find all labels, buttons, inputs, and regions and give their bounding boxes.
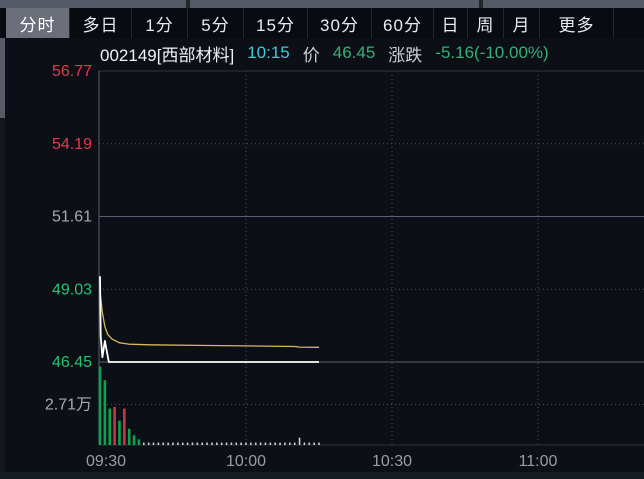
volume-bar bbox=[143, 442, 145, 445]
volume-bar bbox=[220, 442, 223, 445]
volume-bar bbox=[284, 442, 286, 445]
change-value: -5.16(-10.00%) bbox=[435, 43, 549, 62]
volume-bar bbox=[235, 442, 238, 445]
tab-more[interactable]: 更多 bbox=[540, 8, 614, 38]
quote-time: 10:15 bbox=[247, 43, 290, 62]
y-axis-label: 46.45 bbox=[52, 354, 92, 371]
volume-bar bbox=[118, 420, 121, 445]
left-scrollbar[interactable] bbox=[0, 38, 5, 479]
volume-bar bbox=[211, 442, 213, 445]
tab-30min[interactable]: 30分 bbox=[308, 8, 372, 38]
volume-bar bbox=[152, 442, 155, 445]
volume-bar bbox=[216, 442, 218, 445]
tab-week[interactable]: 周 bbox=[468, 8, 504, 38]
volume-bar bbox=[318, 442, 320, 445]
top-strip-notch bbox=[186, 0, 190, 8]
x-axis-label: 09:30 bbox=[86, 453, 126, 470]
volume-bar bbox=[264, 442, 267, 445]
volume-bar bbox=[201, 442, 204, 445]
volume-bar bbox=[279, 442, 281, 445]
volume-bar bbox=[181, 442, 184, 445]
y-axis-label: 49.03 bbox=[52, 281, 92, 298]
stock-symbol: 002149[西部材料] bbox=[100, 45, 235, 65]
volume-bar bbox=[298, 437, 301, 445]
volume-bar bbox=[303, 442, 306, 445]
volume-bar bbox=[206, 442, 208, 445]
x-axis-label: 10:00 bbox=[226, 453, 266, 470]
tab-15min[interactable]: 15分 bbox=[244, 8, 308, 38]
volume-bar bbox=[108, 408, 112, 445]
volume-bar bbox=[230, 442, 233, 445]
volume-axis-label: 2.71万 bbox=[45, 397, 92, 414]
tab-day[interactable]: 日 bbox=[434, 8, 468, 38]
y-axis-label: 54.19 bbox=[52, 136, 92, 153]
volume-bar bbox=[196, 442, 199, 445]
volume-bar bbox=[127, 428, 131, 445]
volume-bar bbox=[274, 442, 277, 445]
volume-bar bbox=[157, 442, 160, 445]
volume-bar bbox=[308, 442, 311, 445]
avg-price-line bbox=[99, 291, 320, 348]
x-axis-label: 11:00 bbox=[519, 453, 558, 470]
price-value: 46.45 bbox=[332, 43, 376, 62]
volume-bar bbox=[147, 442, 150, 445]
price-line bbox=[99, 276, 319, 363]
y-axis-label: 56.77 bbox=[52, 63, 92, 80]
volume-bar bbox=[167, 442, 169, 445]
volume-bar bbox=[225, 442, 228, 445]
y-axis-label: 51.61 bbox=[52, 209, 92, 226]
volume-bar bbox=[162, 442, 165, 445]
volume-bar bbox=[250, 442, 252, 445]
volume-bar bbox=[177, 442, 179, 445]
volume-bar bbox=[293, 442, 296, 445]
volume-bar bbox=[98, 366, 102, 445]
top-strip-notch bbox=[479, 0, 483, 8]
left-scrollbar-thumb[interactable] bbox=[0, 38, 5, 118]
volume-bar bbox=[103, 380, 107, 445]
volume-bar bbox=[313, 442, 315, 445]
volume-bar bbox=[240, 442, 242, 445]
volume-bar bbox=[289, 442, 291, 445]
volume-bar bbox=[269, 442, 272, 445]
x-axis-label: 10:30 bbox=[372, 453, 412, 470]
tab-timeshare[interactable]: 分时 bbox=[6, 8, 70, 38]
volume-bar bbox=[137, 439, 141, 445]
tab-multiday[interactable]: 多日 bbox=[70, 8, 132, 38]
volume-bar bbox=[245, 442, 247, 445]
period-tabbar: 分时 多日 1分 5分 15分 30分 60分日周月更多 bbox=[0, 8, 644, 38]
tab-month[interactable]: 月 bbox=[504, 8, 540, 38]
volume-bar bbox=[191, 442, 194, 445]
tab-1min[interactable]: 1分 bbox=[132, 8, 188, 38]
quote-header: 002149[西部材料] 10:15 价 46.45 涨跌 -5.16(-10.… bbox=[100, 42, 562, 65]
change-label: 涨跌 bbox=[388, 45, 423, 65]
window-bottom-strip bbox=[0, 472, 644, 479]
volume-bar bbox=[172, 442, 174, 445]
volume-bar bbox=[132, 435, 136, 445]
volume-bar bbox=[113, 406, 116, 445]
tab-60min[interactable]: 60分 bbox=[372, 8, 434, 38]
volume-bar bbox=[259, 442, 262, 445]
volume-bar bbox=[186, 442, 189, 445]
tab-5min[interactable]: 5分 bbox=[188, 8, 244, 38]
window-top-strip bbox=[0, 0, 644, 8]
volume-bar bbox=[123, 408, 126, 445]
price-label: 价 bbox=[302, 45, 320, 65]
volume-bar bbox=[254, 442, 257, 445]
